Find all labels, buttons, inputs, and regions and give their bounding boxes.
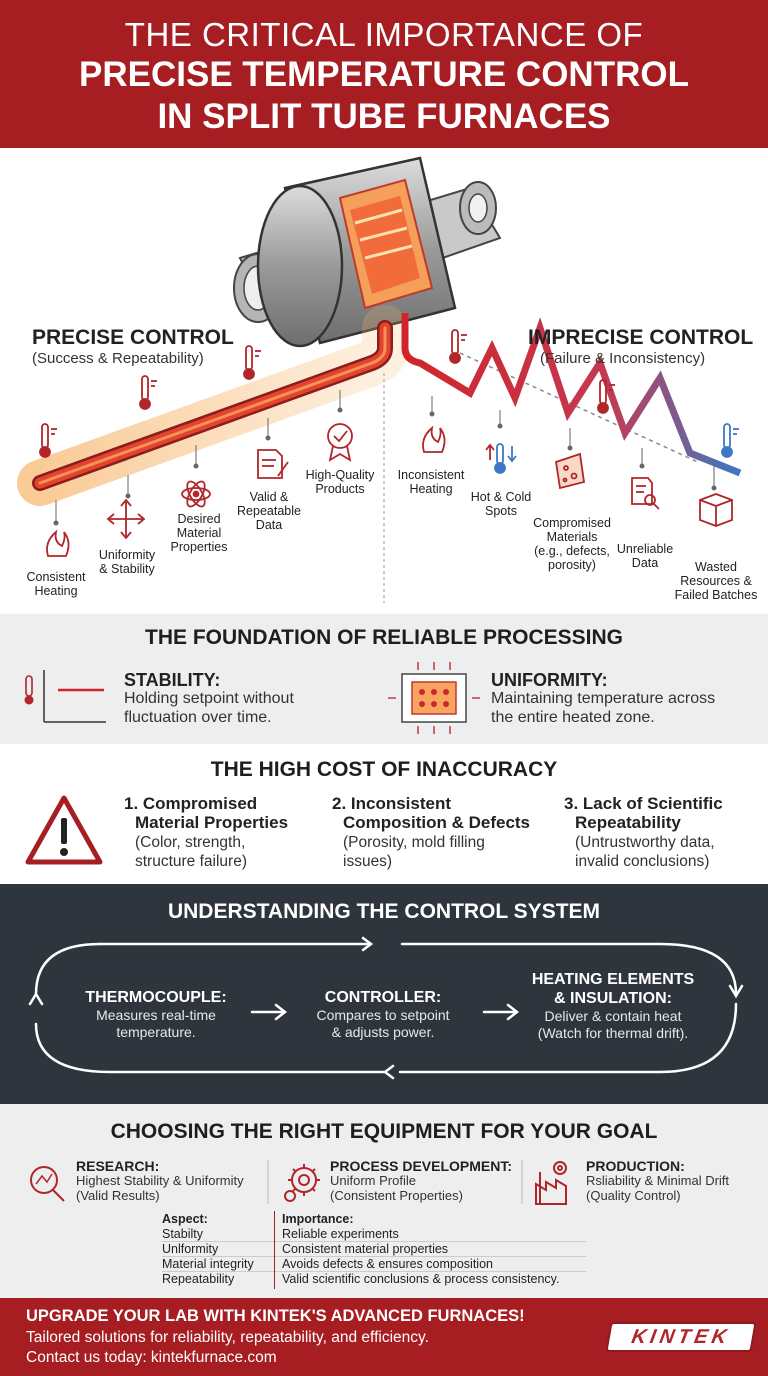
thermocouple-title: THERMOCOUPLE: xyxy=(85,989,227,1006)
precise-label-valid-data: Valid & Repeatable Data xyxy=(237,490,301,532)
uniformity-heating-icon xyxy=(388,662,480,734)
research-desc-2: (Valid Results) xyxy=(76,1188,160,1203)
cost-item-3-title: 3. Lack of Scientific Repeatability xyxy=(564,794,723,832)
cost-item-2-title: 2. Inconsistent Composition & Defects xyxy=(332,794,531,832)
precise-heating-tube xyxy=(17,305,408,506)
control-system-section: UNDERSTANDING THE CONTROL SYSTEM THERMOC… xyxy=(0,884,768,1104)
footer-banner: UPGRADE YOUR LAB WITH KINTEK'S ADVANCED … xyxy=(0,1298,768,1376)
header-line-3: IN SPLIT TUBE FURNACES xyxy=(157,97,611,136)
stability-desc-2: fluctuation over time. xyxy=(124,709,272,726)
imprecise-temperature-line xyxy=(401,313,742,477)
flame-icon xyxy=(46,529,70,557)
factory-gear-icon xyxy=(535,1161,567,1205)
flame-icon-2 xyxy=(422,425,446,453)
table-row: Repeatability Valid scientific conclusio… xyxy=(162,1272,560,1286)
table-head-importance: Importance: xyxy=(282,1212,354,1226)
footer-headline: UPGRADE YOUR LAB WITH KINTEK'S ADVANCED … xyxy=(26,1307,525,1325)
uniformity-desc-1: Maintaining temperature across xyxy=(491,690,716,707)
table-row: Unlformity Consistent material propertie… xyxy=(162,1242,586,1257)
precise-subtitle: (Success & Repeatability) xyxy=(32,350,204,367)
cost-section: THE HIGH COST OF INACCURACY 1. Compromis… xyxy=(0,744,768,884)
table-divider xyxy=(274,1211,275,1289)
equipment-icons xyxy=(30,1160,567,1205)
control-title: UNDERSTANDING THE CONTROL SYSTEM xyxy=(167,900,601,923)
stability-title: STABILITY: xyxy=(124,670,221,690)
equipment-title: CHOOSING THE RIGHT EQUIPMENT FOR YOUR GO… xyxy=(110,1120,658,1143)
imprecise-subtitle: (Failure & Inconsistency) xyxy=(540,350,706,367)
footer-contact[interactable]: Contact us today: kintekfurnace.com xyxy=(26,1349,277,1366)
cost-item-2-desc: (Porosity, mold filling issues) xyxy=(343,834,485,870)
imprecise-label-compromised: Compromised Materials (e.g., defects, poros… xyxy=(533,516,611,572)
precise-label-uniformity: Uniformity & Stability xyxy=(98,548,156,576)
research-desc-1: Highest Stability & Uniformity xyxy=(76,1173,244,1188)
table-row: Material integrity Avoids defects & ensu… xyxy=(162,1257,586,1272)
cost-item-1-desc: (Color, strength, structure failure) xyxy=(135,834,247,870)
imprecise-label-inconsistent-heating: Inconsistent Heating xyxy=(397,468,465,496)
precise-label-consistent-heating: Consistent Heating xyxy=(26,570,86,598)
foundation-section: THE FOUNDATION OF RELIABLE PROCESSING ST… xyxy=(0,614,768,744)
production-desc-1: Rsliability & Minimal Drift xyxy=(586,1173,730,1188)
header-banner: THE CRITICAL IMPORTANCE OF PRECISE TEMPE… xyxy=(0,0,768,148)
control-loop-diagram xyxy=(28,936,744,1080)
warning-icon xyxy=(25,795,103,865)
uniformity-title: UNIFORMITY: xyxy=(491,670,608,690)
document-pen-icon xyxy=(257,449,289,479)
thermometer-icons xyxy=(39,329,739,458)
controller-desc: Compares to setpoint & adjusts power. xyxy=(316,1007,450,1040)
atom-icon xyxy=(181,480,211,508)
importance-table: Aspect: Importance: Stabilty Reliable ex… xyxy=(162,1212,586,1287)
precise-title: PRECISE CONTROL xyxy=(32,326,234,349)
uniformity-desc-2: the entire heated zone. xyxy=(491,709,655,726)
header-line-2: PRECISE TEMPERATURE CONTROL xyxy=(79,55,689,94)
hot-cold-icon xyxy=(485,443,517,474)
imprecise-label-wasted: Wasted Resources & Failed Batches xyxy=(674,560,758,602)
kintek-logo[interactable]: KINTEK xyxy=(605,1322,757,1352)
table-head-aspect: Aspect: xyxy=(162,1212,208,1226)
cheese-block-icon xyxy=(554,452,586,490)
controller-title: CONTROLLER: xyxy=(324,989,442,1006)
header-line-1: THE CRITICAL IMPORTANCE OF xyxy=(124,16,644,53)
magnifier-chart-icon xyxy=(30,1166,65,1202)
foundation-title: THE FOUNDATION OF RELIABLE PROCESSING xyxy=(145,626,623,649)
stability-graph-icon xyxy=(24,670,106,723)
research-title: RESEARCH: xyxy=(76,1158,160,1174)
process-desc-1: Uniform Profile xyxy=(330,1173,416,1188)
heating-title: HEATING ELEMENTS & INSULATION: xyxy=(531,971,695,1007)
heating-desc: Deliver & contain heat (Watch for thermal… xyxy=(537,1008,689,1041)
process-title: PROCESS DEVELOPMENT: xyxy=(330,1158,513,1174)
equipment-section: CHOOSING THE RIGHT EQUIPMENT FOR YOUR GO… xyxy=(0,1104,768,1298)
imprecise-label-unreliable-data: Unreliable Data xyxy=(616,542,674,570)
production-desc-2: (Quality Control) xyxy=(586,1188,681,1203)
imprecise-label-hot-cold: Hot & Cold Spots xyxy=(470,490,532,518)
stability-desc-1: Holding setpoint without xyxy=(124,690,294,707)
cost-item-1-title: 1. Compromised Material Properties xyxy=(124,794,289,832)
document-search-icon xyxy=(631,477,660,510)
box-icon xyxy=(699,493,733,527)
cost-item-3-desc: (Untrustworthy data, invalid conclusions) xyxy=(575,834,715,870)
process-desc-2: (Consistent Properties) xyxy=(330,1188,463,1203)
arrows-icon xyxy=(106,498,146,540)
table-row: Stabilty Reliable experiments xyxy=(162,1227,586,1242)
foundation-icons xyxy=(24,662,480,734)
gears-icon xyxy=(284,1164,320,1202)
award-badge-icon xyxy=(327,423,353,462)
precise-label-material-properties: Desired Material Properties xyxy=(170,512,228,554)
footer-tagline: Tailored solutions for reliability, repe… xyxy=(26,1329,429,1346)
production-title: PRODUCTION: xyxy=(586,1158,685,1174)
thermocouple-desc: Measures real-time temperature. xyxy=(96,1007,216,1040)
imprecise-title: IMPRECISE CONTROL xyxy=(528,326,754,349)
hero-section: PRECISE CONTROL (Success & Repeatability… xyxy=(0,148,768,614)
table-header: Aspect: Importance: xyxy=(162,1212,586,1227)
split-tube-furnace-icon xyxy=(233,156,502,348)
precise-label-high-quality: High-Quality Products xyxy=(305,468,375,496)
cost-title: THE HIGH COST OF INACCURACY xyxy=(210,758,558,781)
hero-illustration xyxy=(17,156,742,603)
